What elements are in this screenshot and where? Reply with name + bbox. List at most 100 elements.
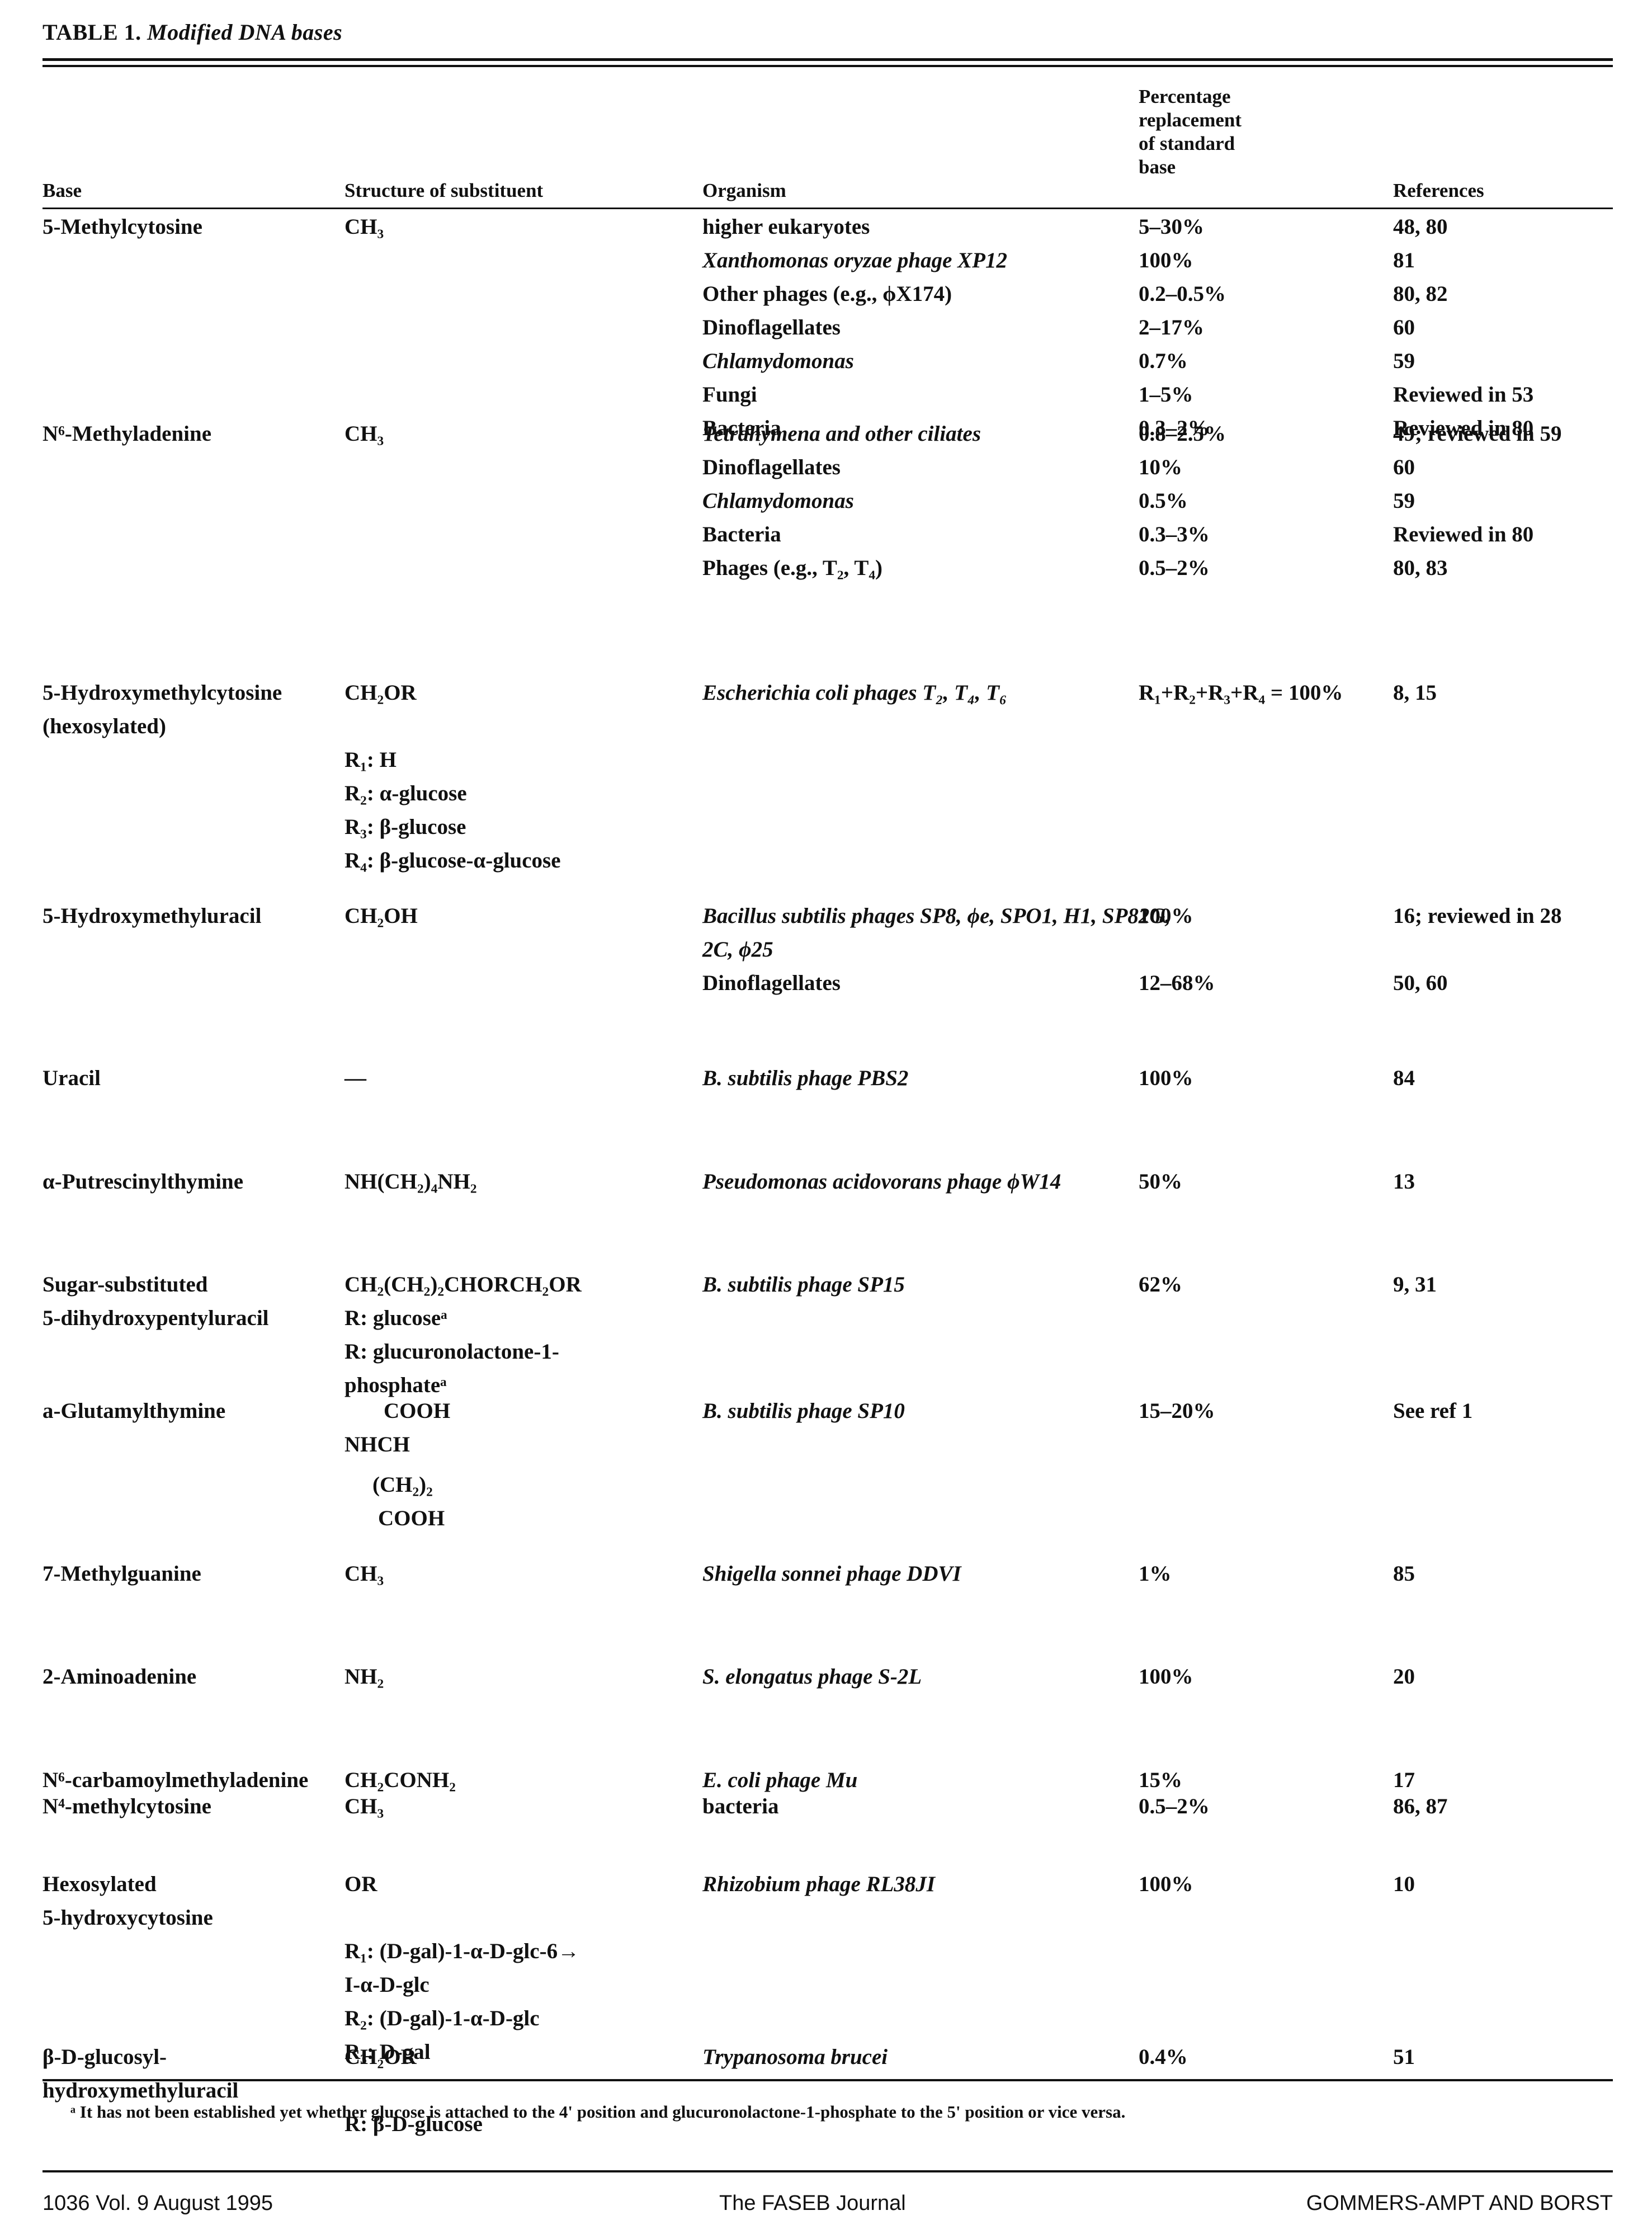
organism-entry: E. coli phage Mu — [702, 1768, 858, 1792]
percentage-entry: 0.5–2% — [1139, 1794, 1210, 1819]
cell-base: N⁴-methylcytosine — [43, 1790, 333, 1823]
cell-base: 5-Hydroxymethyluracil — [43, 899, 333, 933]
structure-line: R: glucoseᵃ — [344, 1306, 447, 1331]
reference-entry: 49; reviewed in 59 — [1393, 422, 1562, 446]
percentage-entry: 1–5% — [1139, 383, 1193, 407]
structure-line: CH₂CONH₂ — [344, 1768, 456, 1792]
reference-entry: Reviewed in 80 — [1393, 522, 1534, 547]
cell-references: 86, 87 — [1393, 1790, 1617, 1823]
reference-entry: 16; reviewed in 28 — [1393, 904, 1562, 929]
percentage-entry: 2–17% — [1139, 315, 1204, 340]
header-organism: Organism — [702, 180, 786, 201]
cell-base: N⁶-Methyladenine — [43, 417, 333, 451]
cell-percentage: 15–20% — [1139, 1394, 1390, 1428]
reference-entry: Reviewed in 80 — [1393, 416, 1534, 440]
base-line: 5-Hydroxymethyluracil — [43, 904, 262, 929]
structure-line: R₂: α-glucose — [344, 781, 467, 806]
reference-entry: 60 — [1393, 315, 1415, 340]
structure-line: NH(CH₂)₄NH₂ — [344, 1170, 477, 1194]
header-rule — [43, 208, 1613, 209]
cell-structure: CH₃ — [344, 210, 714, 244]
cell-percentage: 100% — [1139, 1062, 1390, 1095]
organism-entry: Trypanosoma brucei — [702, 2045, 888, 2070]
cell-references: 84 — [1393, 1062, 1617, 1095]
organism-entry: Pseudomonas acidovorans phage ϕW14 — [702, 1170, 1061, 1194]
structure-line: CH₂OH — [344, 904, 418, 929]
structure-line: CH₂OR — [344, 681, 417, 705]
cell-organisms: S. elongatus phage S-2L — [702, 1660, 1172, 1694]
percentage-entry: R₁+R₂+R₃+R₄ = 100% — [1139, 681, 1343, 705]
cell-organisms: Escherichia coli phages T₂, T₄, T₆ — [702, 676, 1172, 710]
structure-line: R: β-D-glucose — [344, 2112, 483, 2137]
base-line: N⁶-Methyladenine — [43, 422, 212, 446]
base-line: (hexosylated) — [43, 714, 166, 739]
base-line: Sugar-substituted — [43, 1272, 208, 1297]
percentage-entry: 0.2–0.5% — [1139, 282, 1226, 306]
cell-percentage: 62% — [1139, 1268, 1390, 1302]
cell-percentage: 100% — [1139, 1868, 1390, 1901]
cell-organisms: Trypanosoma brucei — [702, 2040, 1172, 2074]
base-line: 5-dihydroxypentyluracil — [43, 1306, 269, 1331]
cell-references: 10 — [1393, 1868, 1617, 1901]
organism-entry: B. subtilis phage SP10 — [702, 1398, 905, 1423]
cell-references: 8, 15 — [1393, 676, 1617, 710]
structure-line: R₄: β-glucose-α-glucose — [344, 849, 561, 873]
percentage-entry: 0.5% — [1139, 489, 1188, 513]
structure-line: CH₃ — [344, 215, 384, 239]
structure-line: COOH — [378, 1506, 445, 1530]
cell-references: See ref 1 — [1393, 1394, 1617, 1428]
cell-base: 2-Aminoadenine — [43, 1660, 333, 1694]
structure-line: NHCH — [344, 1432, 410, 1457]
base-line: Uracil — [43, 1066, 101, 1091]
reference-entry: 9, 31 — [1393, 1272, 1437, 1297]
cell-references: 16; reviewed in 28 50, 60 — [1393, 899, 1617, 1000]
cell-base: Sugar-substituted 5-dihydroxypentyluracil — [43, 1268, 333, 1335]
footer-authors: GOMMERS-AMPT AND BORST — [1306, 2191, 1613, 2215]
cell-percentage: 0.4% — [1139, 2040, 1390, 2074]
footer-journal: The FASEB Journal — [719, 2191, 906, 2215]
percentage-entry: 0.3–3% — [1139, 522, 1210, 547]
cell-organisms: Pseudomonas acidovorans phage ϕW14 — [702, 1165, 1172, 1199]
cell-percentage: 50% — [1139, 1165, 1390, 1199]
cell-base: Hexosylated 5-hydroxycytosine — [43, 1868, 333, 1935]
reference-entry: 80, 83 — [1393, 556, 1448, 581]
footer-rule — [43, 2170, 1613, 2172]
organism-entry: higher eukaryotes — [702, 215, 870, 239]
percentage-entry: 0.5–2% — [1139, 556, 1210, 581]
header-percentage-line: of standard — [1139, 133, 1235, 154]
organism-entry: Bacteria — [702, 416, 781, 440]
cell-base: 5-Hydroxymethylcytosine (hexosylated) — [43, 676, 333, 743]
cell-organisms: B. subtilis phage PBS2 — [702, 1062, 1172, 1095]
organism-entry: Other phages (e.g., ϕX174) — [702, 282, 952, 306]
base-line: 5-Hydroxymethylcytosine — [43, 681, 282, 705]
cell-base: 5-Methylcytosine — [43, 210, 333, 244]
base-line: β-D-glucosyl- — [43, 2045, 167, 2070]
organism-entry: Bacteria — [702, 522, 781, 547]
reference-entry: 51 — [1393, 2045, 1415, 2070]
cell-references: 20 — [1393, 1660, 1617, 1694]
table-title: Modified DNA bases — [147, 20, 343, 45]
cell-structure: CH₂(CH₂)₂CHORCH₂OR R: glucoseᵃ R: glucuron… — [344, 1268, 714, 1402]
cell-structure: CH₂OR R: β-D-glucose — [344, 2040, 714, 2141]
cell-references: 13 — [1393, 1165, 1617, 1199]
cell-structure: OR R₁: (D-gal)-1-α-D-glc-6→ I-α-D-glc R₂: (… — [344, 1868, 714, 2069]
structure-line: (CH₂)₂ — [372, 1472, 433, 1497]
cell-structure: CH₃ — [344, 1557, 714, 1591]
percentage-entry: 15–20% — [1139, 1398, 1215, 1423]
base-line: N⁶-carbamoylmethyladenine — [43, 1768, 309, 1792]
cell-base: N⁶-carbamoylmethyladenine — [43, 1764, 333, 1797]
organism-entry: Xanthomonas oryzae phage XP12 — [702, 248, 1007, 272]
cell-references: 49; reviewed in 59 60 59 Reviewed in 80 80, … — [1393, 417, 1617, 585]
percentage-entry: 100% — [1139, 1872, 1193, 1897]
cell-base: 7-Methylguanine — [43, 1557, 333, 1591]
organism-entry: Chlamydomonas — [702, 489, 854, 513]
structure-line: CH₂(CH₂)₂CHORCH₂OR — [344, 1272, 582, 1297]
reference-entry: 13 — [1393, 1170, 1415, 1194]
cell-references: 85 — [1393, 1557, 1617, 1591]
cell-percentage: 0.5–2% — [1139, 1790, 1390, 1823]
structure-line: I-α-D-glc — [344, 1973, 429, 1997]
structure-line: CH₃ — [344, 1561, 384, 1586]
structure-line: — — [344, 1066, 366, 1091]
reference-entry: 20 — [1393, 1665, 1415, 1689]
footer-page-info: 1036 Vol. 9 August 1995 — [43, 2191, 273, 2215]
